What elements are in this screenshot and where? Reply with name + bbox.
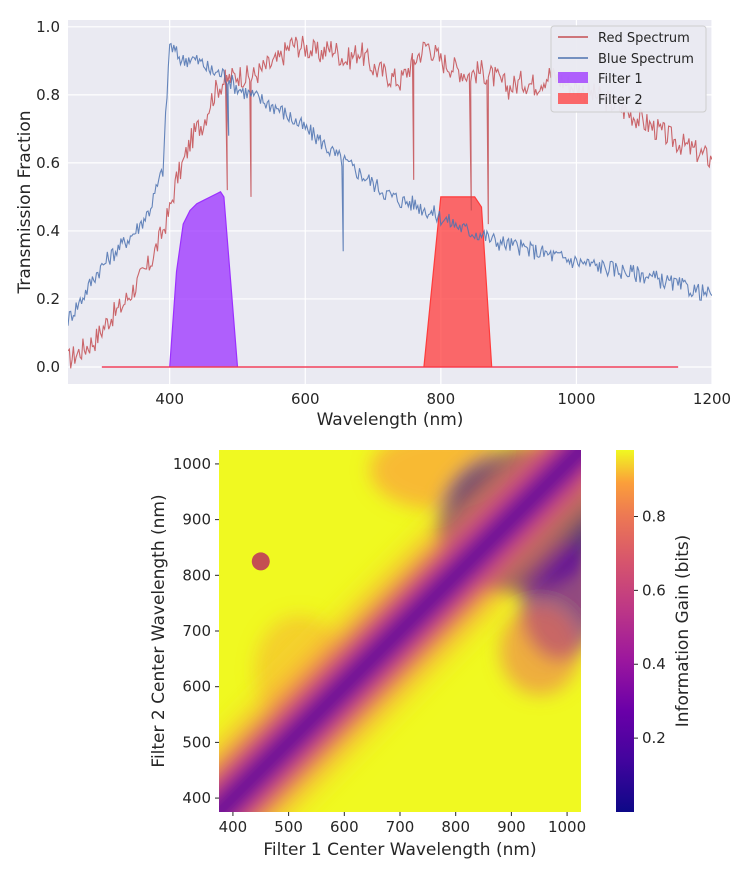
heatmap-y-tick-label: 400 (182, 789, 211, 807)
heatmap-x-tick-labels: 400 500 600 700 800 900 1000 (219, 812, 586, 836)
heatmap-x-axis-label: Filter 1 Center Wavelength (nm) (263, 840, 536, 860)
heatmap-diagonal-band (219, 450, 581, 812)
x-tick-labels: 400 600 800 1000 1200 (155, 390, 731, 408)
heatmap-x-tick-label: 1000 (548, 818, 586, 836)
x-axis-label: Wavelength (nm) (317, 410, 464, 430)
heatmap-x-tick-label: 600 (330, 818, 359, 836)
heatmap-x-tick-label: 400 (219, 818, 248, 836)
heatmap-y-tick-label: 1000 (173, 455, 211, 473)
colorbar-label: Information Gain (bits) (673, 535, 693, 728)
spectrum-plot: 400 600 800 1000 1200 0.0 0.2 0.4 0.6 0.8 1.0 Wav… (15, 18, 731, 430)
y-tick-label: 0.0 (36, 358, 60, 376)
y-tick-label: 0.4 (36, 222, 60, 240)
colorbar-tick-label: 0.8 (642, 507, 666, 525)
x-tick-label: 400 (155, 390, 184, 408)
legend-label-filter-1: Filter 1 (598, 72, 643, 87)
colorbar-ticks: 0.2 0.4 0.6 0.8 (634, 507, 666, 747)
legend-swatch-filter-1 (558, 72, 588, 83)
legend: Red Spectrum Blue Spectrum Filter 1 Filt… (550, 25, 707, 113)
heatmap-y-tick-label: 800 (182, 566, 211, 584)
series-group (68, 35, 712, 369)
diagonal-band (219, 450, 581, 812)
legend-label-red-spectrum: Red Spectrum (598, 31, 690, 46)
heatmap-field (219, 450, 581, 812)
x-tick-label: 1000 (557, 390, 595, 408)
y-tick-label: 1.0 (36, 18, 60, 36)
heatmap-y-tick-label: 700 (182, 622, 211, 640)
heatmap-x-tick-label: 500 (274, 818, 303, 836)
heatmap-x-tick-label: 900 (497, 818, 526, 836)
colorbar-tick-label: 0.4 (642, 655, 666, 673)
legend-swatch-filter-2 (558, 93, 588, 104)
line-blue-spectrum (68, 42, 712, 326)
area-filter-1 (101, 191, 679, 368)
heatmap-y-tick-label: 500 (182, 733, 211, 751)
legend-label-filter-2: Filter 2 (598, 93, 643, 108)
colorbar-gradient (616, 450, 634, 812)
colorbar: 0.2 0.4 0.6 0.8 Information Gain (bits) (616, 450, 693, 812)
x-tick-label: 600 (291, 390, 320, 408)
legend-label-blue-spectrum: Blue Spectrum (598, 52, 694, 67)
y-tick-label: 0.8 (36, 86, 60, 104)
selected-filter-pair-marker (251, 552, 270, 571)
y-tick-label: 0.2 (36, 290, 60, 308)
heatmap-y-tick-label: 600 (182, 678, 211, 696)
region-right-orange (500, 605, 580, 695)
y-tick-label: 0.6 (36, 154, 60, 172)
y-axis-label: Transmission Fraction (15, 110, 35, 294)
heatmap-y-tick-label: 900 (182, 511, 211, 529)
colorbar-tick-label: 0.2 (642, 729, 666, 747)
heatmap-x-tick-label: 800 (441, 818, 470, 836)
heatmap-y-axis-label: Filter 2 Center Wavelength (nm) (149, 494, 169, 767)
information-gain-heatmap: 400 500 600 700 800 900 1000 400 500 600 700 800 90… (149, 450, 693, 860)
colorbar-tick-label: 0.6 (642, 581, 666, 599)
y-tick-labels: 0.0 0.2 0.4 0.6 0.8 1.0 (36, 18, 60, 376)
x-tick-label: 800 (427, 390, 456, 408)
heatmap-x-tick-label: 700 (386, 818, 415, 836)
x-tick-label: 1200 (693, 390, 731, 408)
heatmap-y-tick-labels: 400 500 600 700 800 900 1000 (173, 455, 219, 807)
legend-box (550, 25, 707, 113)
